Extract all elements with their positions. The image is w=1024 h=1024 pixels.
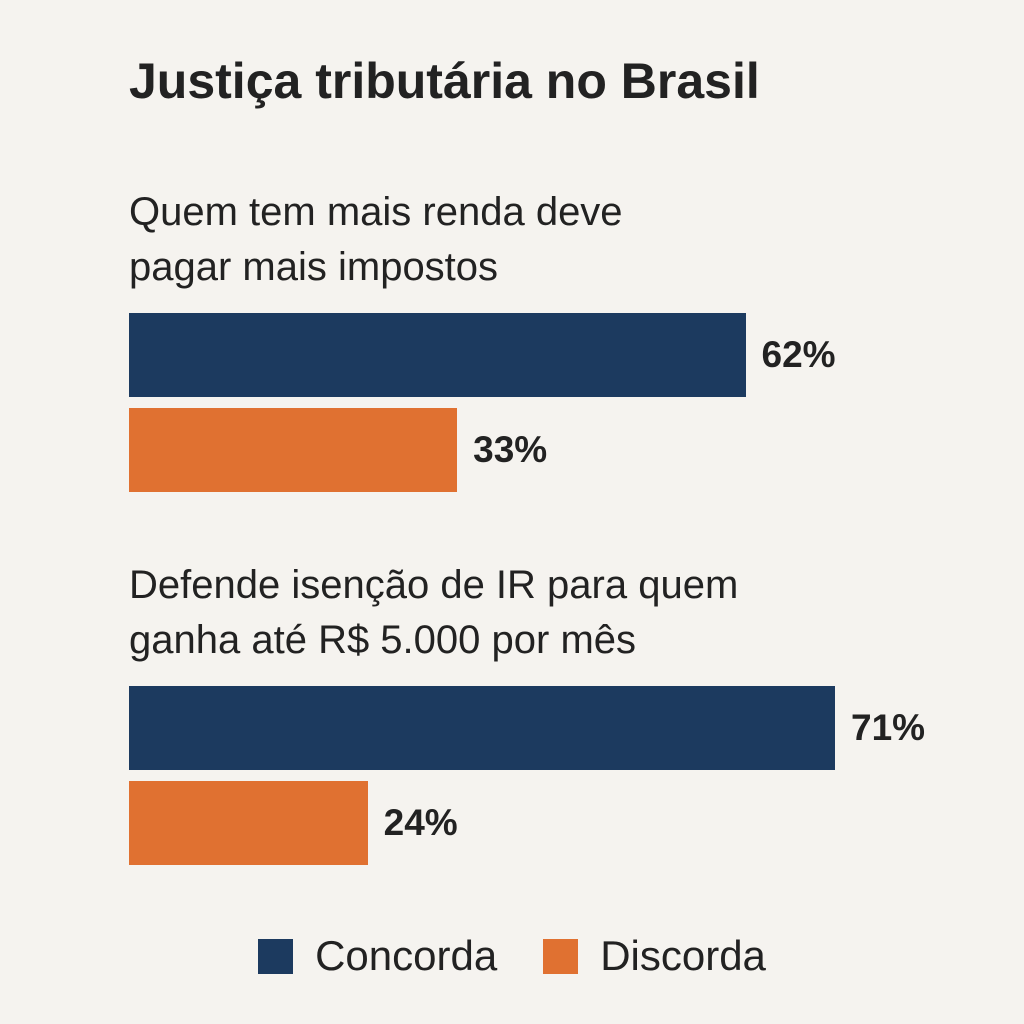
legend-swatch xyxy=(258,938,294,974)
legend-label: Concorda xyxy=(315,932,498,979)
legend-swatch xyxy=(543,938,579,974)
value-label: 33% xyxy=(473,429,548,470)
bar xyxy=(129,686,835,770)
bar xyxy=(129,408,458,492)
legend-label: Discorda xyxy=(600,932,766,979)
value-label: 71% xyxy=(851,707,926,748)
bar xyxy=(129,781,368,865)
legend-item: Concorda xyxy=(258,932,497,980)
chart-title: Justiça tributária no Brasil xyxy=(129,53,760,109)
bar xyxy=(129,313,746,397)
value-label: 24% xyxy=(383,802,458,843)
category-label: Quem tem mais renda deve pagar mais impo… xyxy=(129,190,623,289)
category-label: Defende isenção de IR para quem ganha at… xyxy=(129,563,739,662)
legend-item: Discorda xyxy=(543,932,766,980)
legend: Concorda Discorda xyxy=(0,932,1024,980)
value-label: 62% xyxy=(761,334,836,375)
